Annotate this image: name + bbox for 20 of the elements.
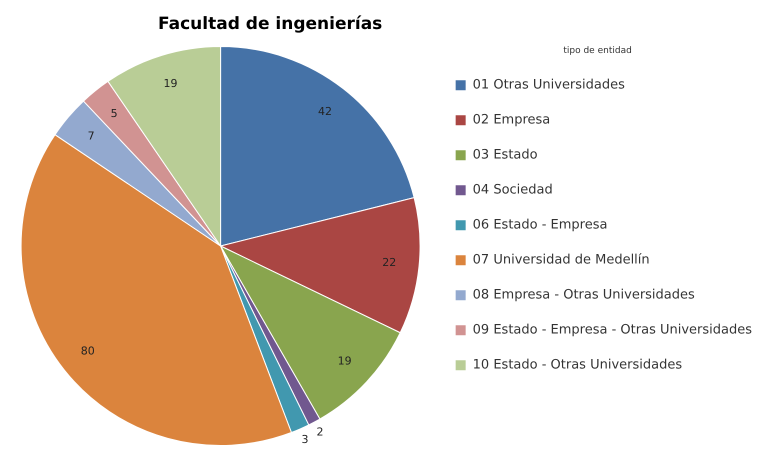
legend-label: 07 Universidad de Medellín (472, 252, 650, 268)
legend-label: 01 Otras Universidades (472, 78, 626, 93)
legend-label: 02 Empresa (472, 112, 550, 128)
legend-label: 09 Estado - Empresa - Otras Universidades (472, 322, 752, 338)
data-label: 19 (338, 354, 352, 368)
data-label: 19 (163, 76, 178, 90)
legend-title: tipo de entidad (563, 46, 632, 56)
data-label: 5 (110, 106, 118, 120)
data-label: 7 (88, 129, 95, 142)
legend-label: 10 Estado - Otras Universidades (472, 358, 682, 373)
data-label: 2 (316, 426, 324, 439)
legend-label: 03 Estado (472, 148, 538, 163)
data-label: 22 (382, 256, 396, 270)
data-label: 80 (80, 344, 95, 358)
legend-label: 04 Sociedad (472, 182, 553, 198)
data-label: 3 (301, 432, 308, 446)
data-label: 42 (318, 105, 332, 118)
legend-label: 06 Estado - Empresa (472, 218, 608, 233)
legend-label: 08 Empresa - Otras Universidades (472, 288, 696, 303)
chart-title: Facultad de ingenierías (158, 14, 382, 34)
